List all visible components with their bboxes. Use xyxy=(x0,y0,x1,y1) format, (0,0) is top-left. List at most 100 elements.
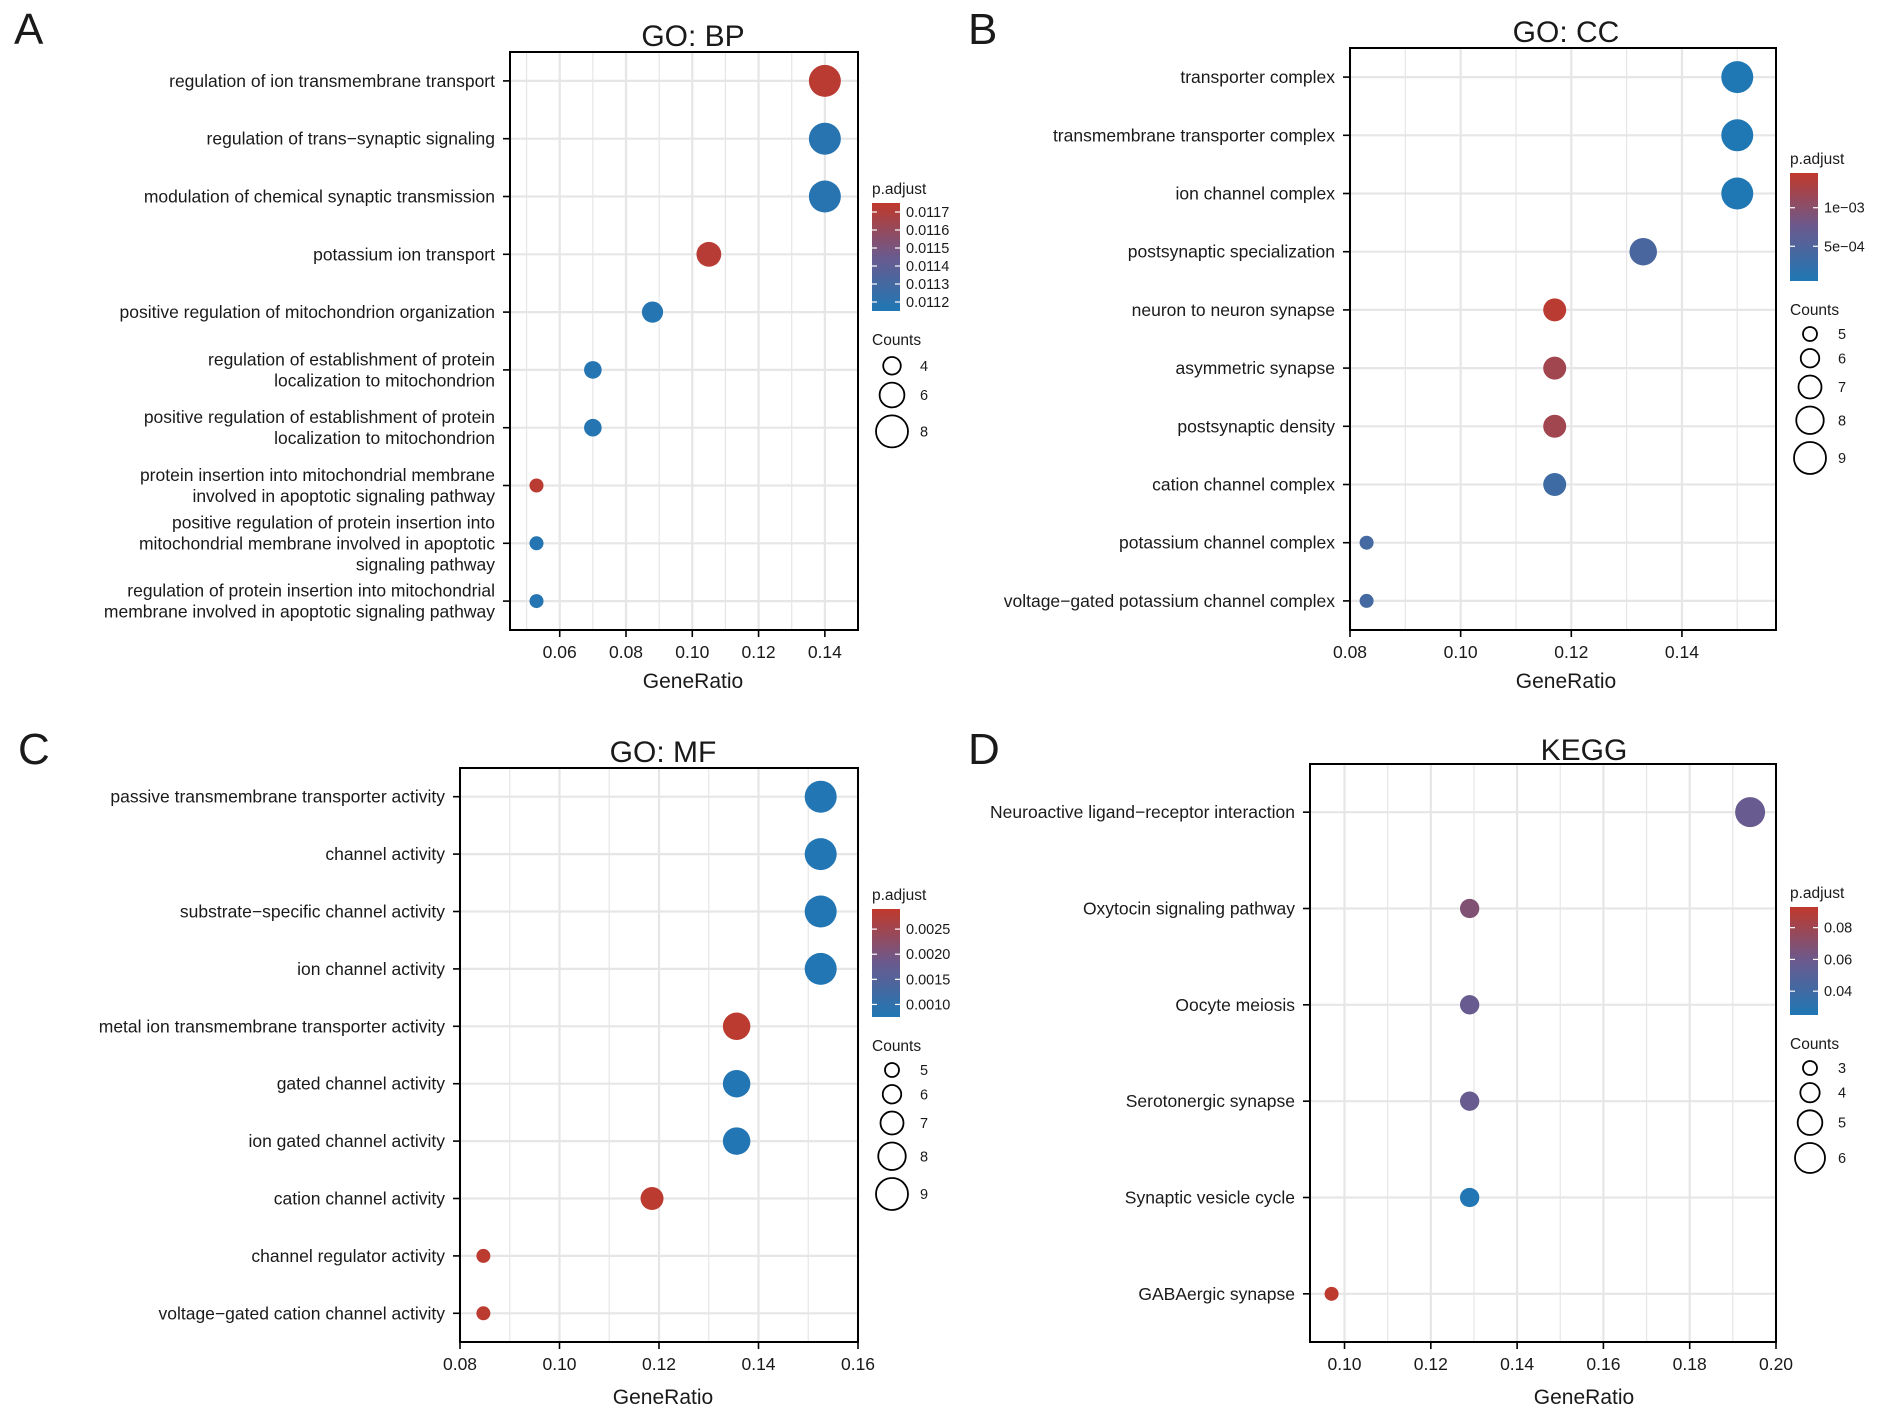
y-tick-label-line: channel regulator activity xyxy=(251,1246,445,1266)
y-tick-label: voltage−gated cation channel activity xyxy=(158,1303,445,1323)
y-tick-label-line: Oxytocin signaling pathway xyxy=(1083,899,1295,919)
y-tick-label: modulation of chemical synaptic transmis… xyxy=(144,187,495,207)
y-tick-label-line: involved in apoptotic signaling pathway xyxy=(192,486,495,506)
data-point xyxy=(1543,473,1567,496)
y-tick-label: transmembrane transporter complex xyxy=(1053,125,1335,145)
y-tick-label: postsynaptic specialization xyxy=(1128,242,1335,262)
color-legend-title: p.adjust xyxy=(1790,151,1845,168)
data-point xyxy=(640,1187,664,1210)
panel-d-kegg: D KEGG Neuroactive ligand−receptor inter… xyxy=(968,725,1852,1409)
color-legend-label: 0.0114 xyxy=(906,259,949,275)
data-point xyxy=(804,895,837,928)
size-legend-circle xyxy=(1802,326,1818,342)
size-legend-circle xyxy=(1799,1082,1821,1104)
x-tick-label: 0.14 xyxy=(741,1354,775,1374)
size-legend-circle xyxy=(1797,374,1823,400)
size-legend-title: Counts xyxy=(872,1038,921,1055)
y-tick-label: ion channel complex xyxy=(1175,184,1335,204)
data-point xyxy=(808,64,841,97)
data-point xyxy=(722,1069,751,1098)
y-tick-label-line: positive regulation of mitochondrion org… xyxy=(119,302,495,322)
data-point xyxy=(584,418,602,437)
y-tick-label-line: cation channel complex xyxy=(1152,475,1335,495)
x-tick-label: 0.08 xyxy=(1333,642,1367,662)
color-legend-label: 0.0015 xyxy=(906,972,950,988)
data-point xyxy=(1543,414,1567,438)
size-legend-title: Counts xyxy=(872,332,921,349)
x-tick-label: 0.20 xyxy=(1759,1354,1793,1374)
color-legend-label: 0.0025 xyxy=(906,922,950,938)
y-tick-label: neuron to neuron synapse xyxy=(1132,300,1335,320)
grid-lines xyxy=(510,52,858,630)
data-point xyxy=(529,478,544,493)
size-legend-label: 6 xyxy=(920,388,928,404)
color-legend-title: p.adjust xyxy=(1790,885,1845,902)
size-legend-label: 7 xyxy=(1838,380,1846,396)
size-legend-circle xyxy=(877,1141,907,1171)
data-point xyxy=(804,952,837,985)
x-tick-label: 0.10 xyxy=(1444,642,1478,662)
y-tick-label-line: membrane involved in apoptotic signaling… xyxy=(104,602,495,622)
data-point xyxy=(804,780,837,813)
size-legend-label: 8 xyxy=(920,424,928,440)
y-tick-label: substrate−specific channel activity xyxy=(180,902,445,922)
y-tick-label: voltage−gated potassium channel complex xyxy=(1004,591,1336,611)
panel-title: GO: CC xyxy=(1513,16,1620,49)
y-tick-label-line: transmembrane transporter complex xyxy=(1053,125,1335,145)
plot-frame xyxy=(1349,47,1777,631)
y-tick-label-line: voltage−gated potassium channel complex xyxy=(1004,591,1336,611)
color-legend-label: 0.0020 xyxy=(906,947,950,963)
y-tick-label-line: Synaptic vesicle cycle xyxy=(1125,1188,1295,1208)
y-tick-label: positive regulation of mitochondrion org… xyxy=(119,302,495,322)
x-tick-label: 0.16 xyxy=(841,1354,875,1374)
size-legend-circle xyxy=(1802,1060,1818,1076)
y-tick-label-line: postsynaptic specialization xyxy=(1128,242,1335,262)
y-tick-label: postsynaptic density xyxy=(1177,416,1335,436)
data-point xyxy=(1721,177,1754,210)
y-tick-label: Oxytocin signaling pathway xyxy=(1083,899,1295,919)
size-legend-label: 4 xyxy=(1838,1086,1846,1102)
plot-frame xyxy=(1309,763,1777,1343)
data-point xyxy=(722,1012,751,1041)
y-tick-label-line: asymmetric synapse xyxy=(1176,358,1336,378)
y-tick-label: Neuroactive ligand−receptor interaction xyxy=(990,802,1295,822)
y-tick-label-line: regulation of trans−synaptic signaling xyxy=(207,129,495,149)
size-legend-label: 3 xyxy=(1838,1061,1846,1077)
data-points xyxy=(1359,61,1754,608)
size-legend-circle xyxy=(875,1177,909,1211)
data-point xyxy=(1324,1286,1339,1301)
y-tick-label-line: GABAergic synapse xyxy=(1138,1284,1295,1304)
panel-title: GO: MF xyxy=(610,736,717,769)
y-tick-label-line: metal ion transmembrane transporter acti… xyxy=(99,1016,445,1036)
panel-letter-c: C xyxy=(18,725,50,774)
plot-area: regulation of ion transmembrane transpor… xyxy=(104,51,859,662)
size-legend-circle xyxy=(1793,441,1827,475)
data-point xyxy=(1721,119,1754,152)
legend: p.adjust 1e−03 5e−04 Counts 5 6 7 8 9 xyxy=(1790,151,1865,475)
data-point xyxy=(1459,995,1480,1015)
y-tick-label-line: potassium channel complex xyxy=(1119,533,1335,553)
x-tick-label: 0.10 xyxy=(675,642,709,662)
y-tick-label: potassium ion transport xyxy=(313,244,495,264)
grid-lines xyxy=(1348,48,1776,630)
y-tick-label: positive regulation of protein insertion… xyxy=(139,512,495,574)
color-legend-label: 0.04 xyxy=(1824,984,1852,1000)
panel-title: GO: BP xyxy=(641,20,744,53)
data-point xyxy=(1721,61,1754,94)
data-point xyxy=(641,301,664,323)
size-legend-label: 9 xyxy=(1838,451,1846,467)
y-tick-label-line: Serotonergic synapse xyxy=(1126,1091,1295,1111)
data-point xyxy=(529,536,544,551)
panel-b-go-cc: B GO: CC transporter complex transmembran… xyxy=(968,5,1865,693)
y-tick-label: cation channel activity xyxy=(274,1189,445,1209)
data-point xyxy=(808,122,841,155)
data-point xyxy=(1735,797,1766,828)
y-tick-label-line: passive transmembrane transporter activi… xyxy=(110,787,445,807)
data-point xyxy=(1459,1187,1480,1208)
data-point xyxy=(1359,593,1374,608)
size-legend-label: 8 xyxy=(1838,413,1846,429)
y-tick-label: Synaptic vesicle cycle xyxy=(1125,1188,1295,1208)
plot-frame xyxy=(509,51,859,631)
grid-lines xyxy=(1310,764,1778,1342)
legend: p.adjust 0.08 0.06 0.04 Counts 3 4 5 6 xyxy=(1790,885,1852,1174)
